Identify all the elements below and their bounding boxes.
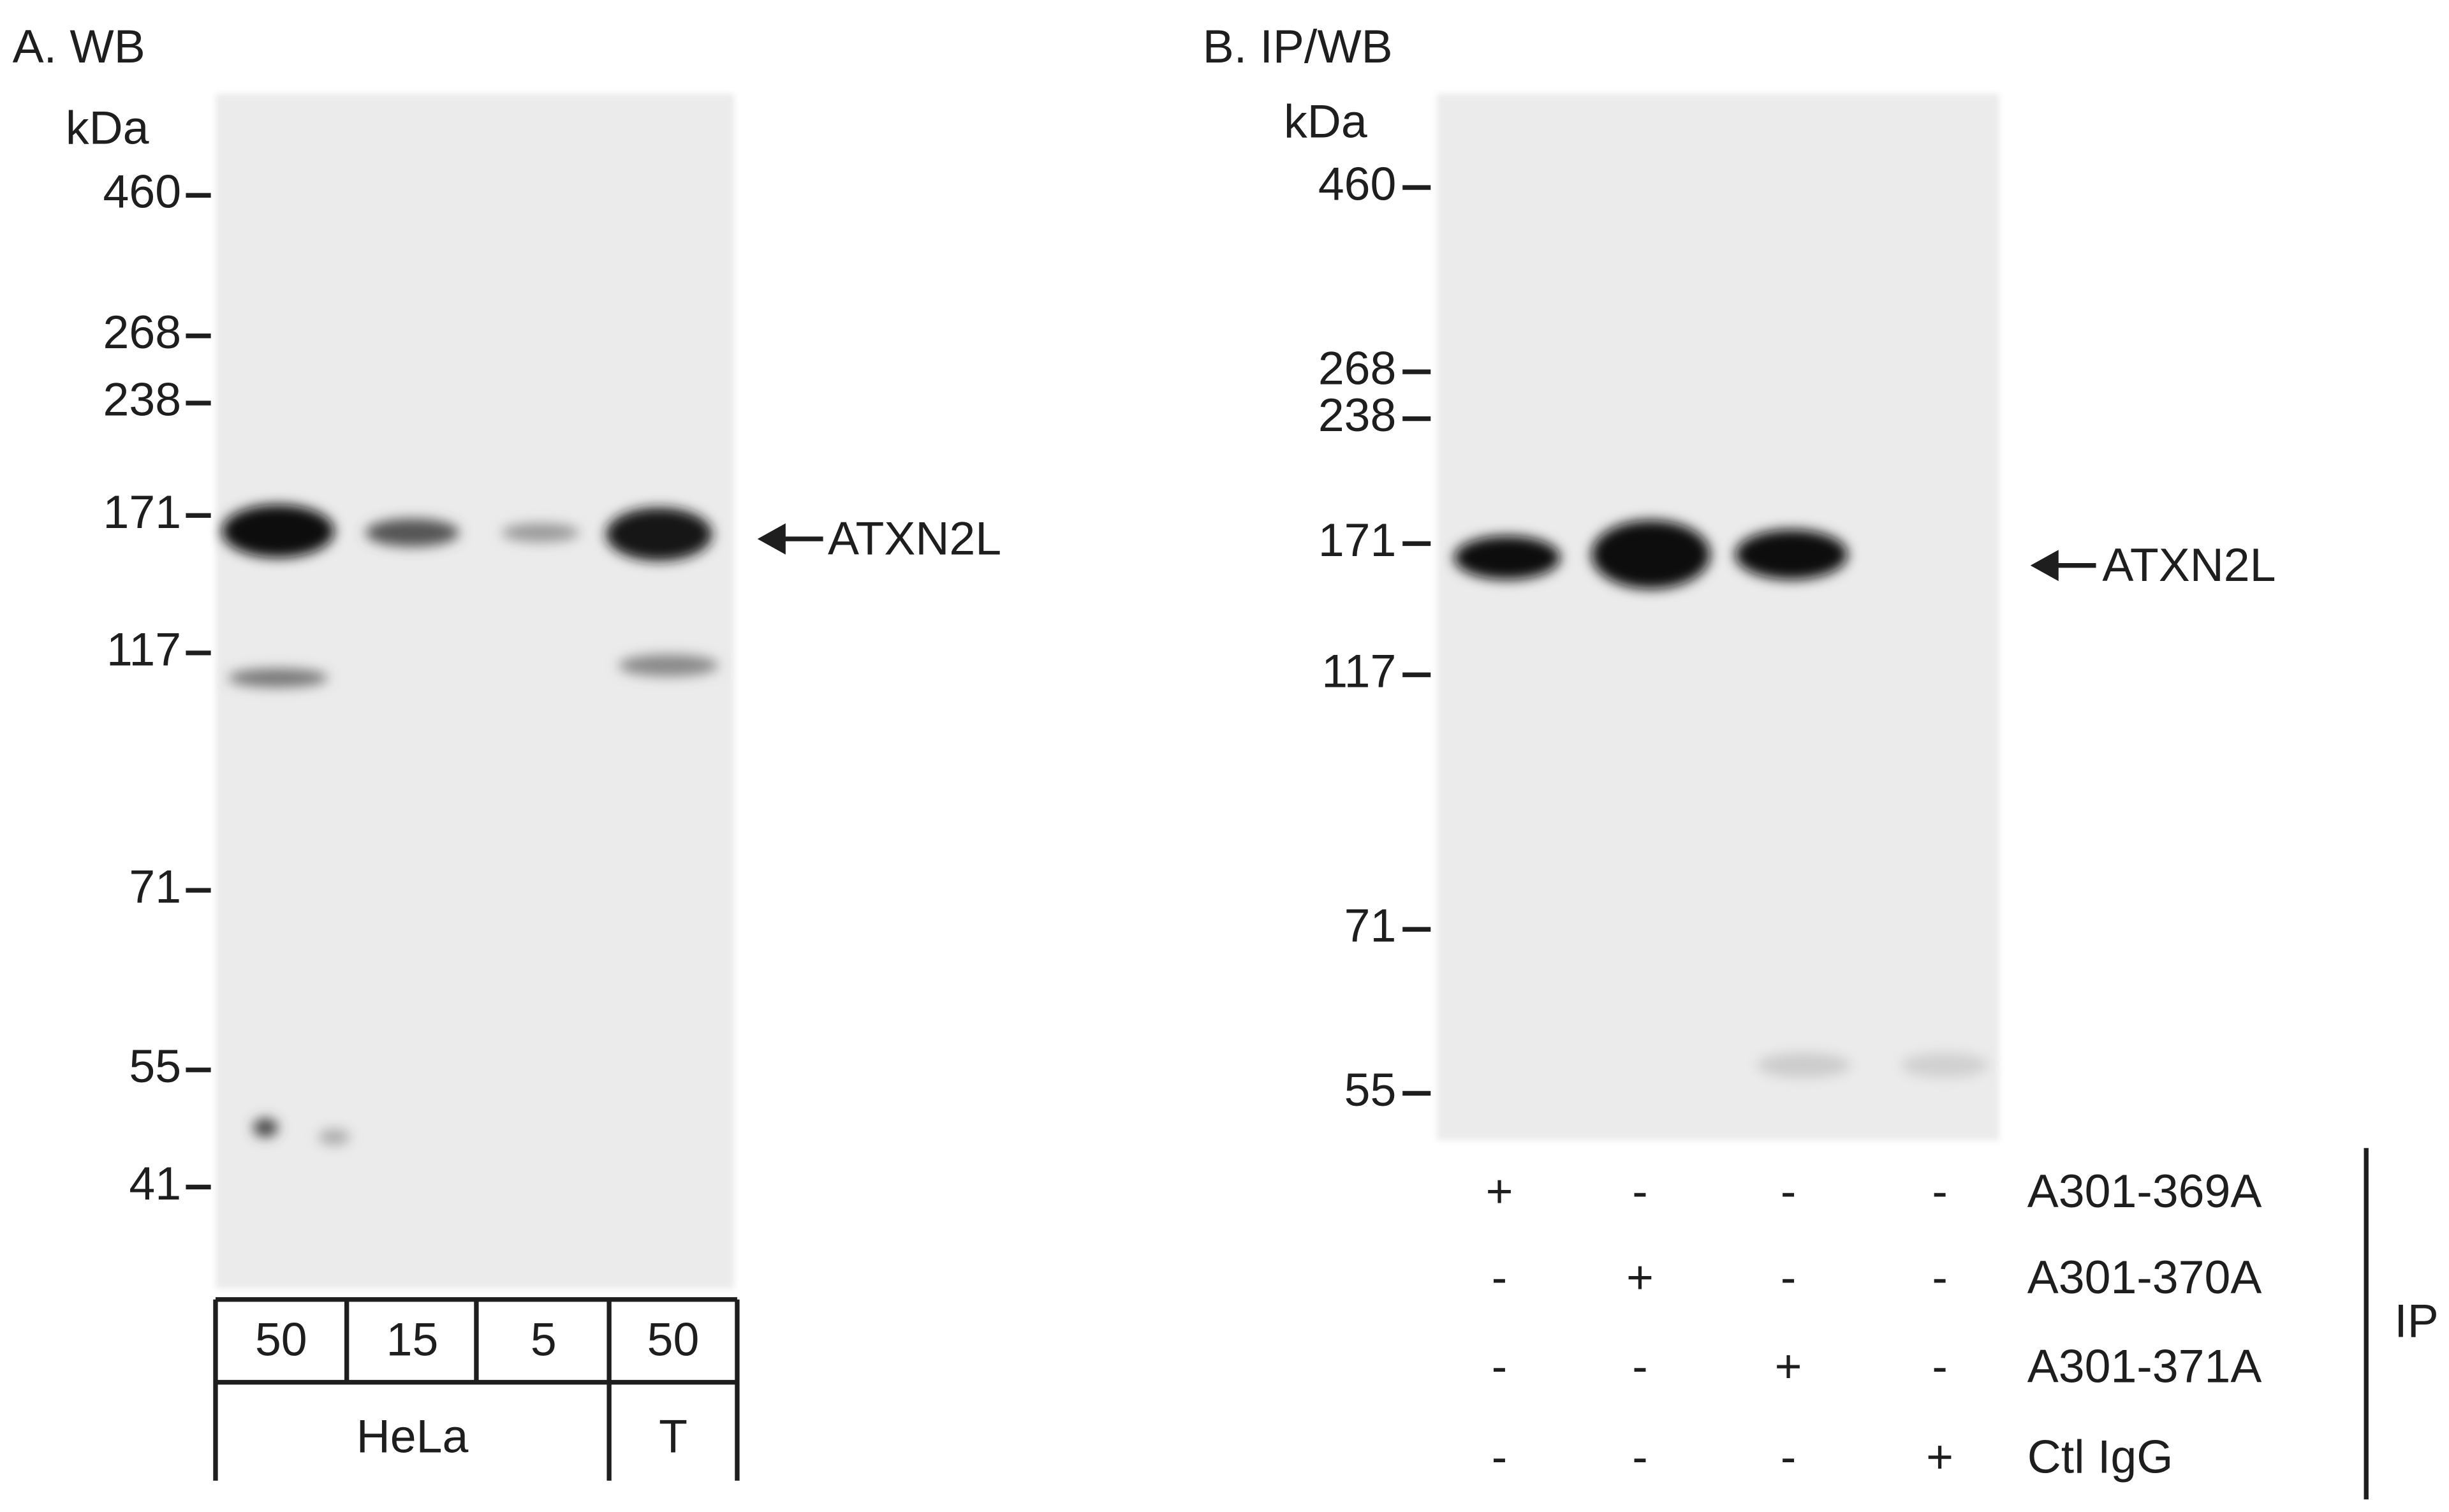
band — [1757, 1052, 1851, 1078]
sign: + — [1626, 1251, 1654, 1303]
marker-label: 268 — [1318, 341, 1397, 394]
sign: - — [1781, 1164, 1796, 1217]
panel-title: A. WB — [13, 20, 145, 73]
band — [1901, 1052, 1989, 1078]
marker-label: 171 — [1318, 513, 1397, 566]
marker-label: 268 — [103, 305, 182, 358]
unit-label: kDa — [66, 101, 149, 154]
band — [1454, 536, 1561, 580]
sign: - — [1781, 1430, 1796, 1483]
arrow-head — [2030, 550, 2059, 582]
lane-label: 15 — [386, 1313, 439, 1366]
band — [606, 508, 712, 561]
marker-label: 117 — [107, 622, 181, 675]
bands-b — [1454, 520, 1989, 1078]
band — [1591, 520, 1710, 589]
band-label: ATXN2L — [2102, 538, 2276, 591]
lane-box-a — [213, 1297, 740, 1481]
sign: - — [1932, 1164, 1947, 1217]
sign: + — [1486, 1164, 1513, 1217]
arrow-head — [757, 523, 786, 555]
marker-label: 41 — [129, 1157, 181, 1210]
marker-label: 55 — [129, 1039, 181, 1092]
band — [1735, 529, 1848, 580]
marker-label: 238 — [1318, 388, 1397, 441]
gel-b — [1437, 94, 1999, 1140]
sign: - — [1492, 1339, 1507, 1392]
panel-title: B. IP/WB — [1203, 20, 1393, 73]
sign: - — [1632, 1430, 1647, 1483]
antibody-label: A301-370A — [2027, 1251, 2262, 1303]
lane-label: 50 — [255, 1313, 307, 1366]
sign: - — [1632, 1339, 1647, 1392]
marker-label: 460 — [1318, 157, 1397, 210]
sign: - — [1492, 1251, 1507, 1303]
marker-label: 460 — [103, 165, 182, 218]
marker-label: 71 — [1344, 899, 1397, 952]
band — [228, 668, 328, 687]
unit-label: kDa — [1284, 95, 1367, 148]
band — [618, 654, 719, 677]
group-label: HeLa — [357, 1410, 469, 1463]
band — [365, 518, 459, 547]
lane-label: 50 — [647, 1313, 700, 1366]
sign: + — [1926, 1430, 1953, 1483]
gel-a — [215, 94, 735, 1289]
marker-label: 117 — [1321, 645, 1396, 698]
sign: - — [1781, 1251, 1796, 1303]
marker-label: 238 — [103, 372, 182, 425]
sign: - — [1492, 1430, 1507, 1483]
group-label: T — [659, 1410, 688, 1463]
marker-label: 171 — [103, 485, 182, 538]
lane-label: 5 — [531, 1313, 557, 1366]
sign: + — [1775, 1339, 1802, 1392]
antibody-label: A301-371A — [2027, 1339, 2262, 1392]
sign: - — [1632, 1164, 1647, 1217]
marker-label: 55 — [1344, 1063, 1397, 1116]
band — [221, 504, 335, 558]
bands-a — [221, 504, 719, 1145]
sign: - — [1932, 1251, 1947, 1303]
band — [318, 1129, 350, 1145]
marker-label: 71 — [129, 860, 181, 913]
band — [253, 1118, 278, 1138]
antibody-label: A301-369A — [2027, 1164, 2262, 1217]
band — [501, 523, 580, 542]
side-label: IP — [2394, 1294, 2438, 1347]
band-label: ATXN2L — [828, 511, 1001, 564]
antibody-label: Ctl IgG — [2027, 1430, 2173, 1483]
sign: - — [1932, 1339, 1947, 1392]
